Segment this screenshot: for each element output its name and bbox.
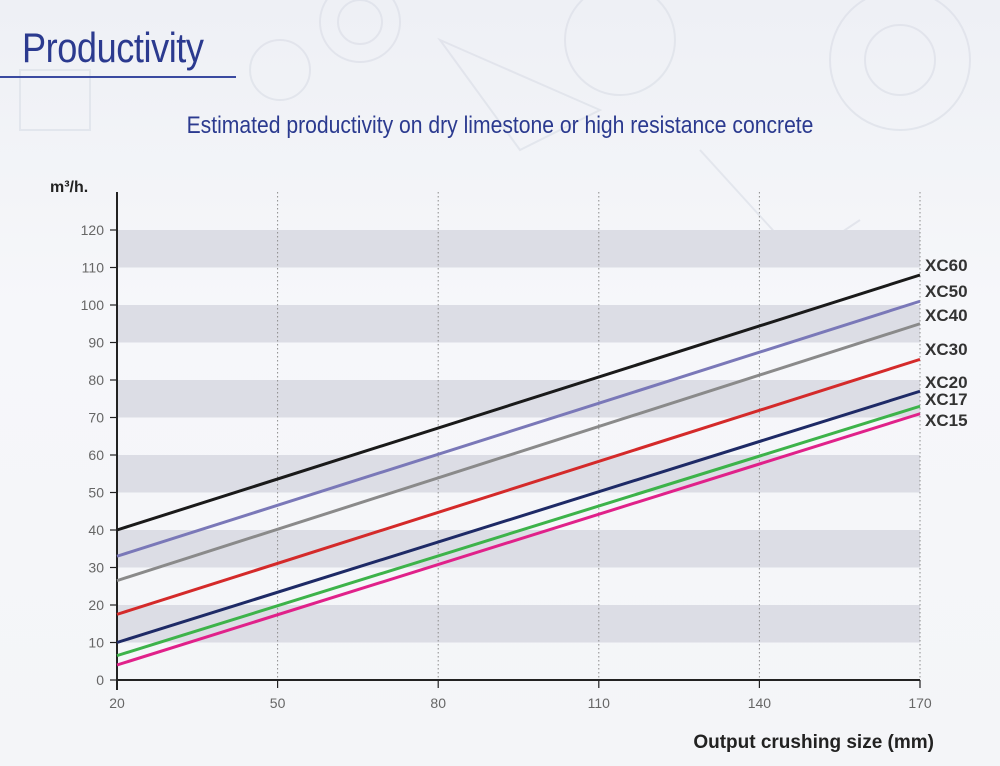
y-tick-label-120: 120 bbox=[81, 222, 105, 238]
x-tick-label-80: 80 bbox=[430, 695, 446, 711]
series-line-xc50 bbox=[116, 299, 921, 558]
chart-vertical-grid bbox=[277, 192, 921, 680]
chart-band bbox=[117, 605, 920, 643]
x-tick-label-110: 110 bbox=[588, 695, 611, 711]
series-line-xc40 bbox=[116, 322, 921, 583]
title-underline bbox=[0, 76, 236, 78]
chart-bands bbox=[117, 230, 920, 643]
x-axis-label: Output crushing size (mm) bbox=[693, 732, 934, 753]
y-tick-label-90: 90 bbox=[88, 335, 104, 351]
x-tick-label-20: 20 bbox=[109, 695, 125, 711]
x-tick-label-140: 140 bbox=[748, 695, 772, 711]
series-label-xc30: XC30 bbox=[925, 340, 968, 359]
y-tick-label-30: 30 bbox=[88, 560, 104, 576]
series-line-xc30 bbox=[116, 357, 921, 616]
chart-axes bbox=[116, 192, 920, 690]
series-line-xc15 bbox=[116, 412, 921, 667]
x-tick-label-50: 50 bbox=[270, 695, 286, 711]
y-axis-label: m³/h. bbox=[50, 179, 88, 196]
series-line-xc17 bbox=[116, 404, 921, 658]
series-label-xc20: XC20 bbox=[925, 373, 968, 392]
chart-x-ticks: 20 50 80 110 140 170 bbox=[109, 680, 932, 711]
series-line-xc20 bbox=[116, 389, 921, 644]
page-title: Productivity bbox=[22, 24, 204, 71]
y-tick-label-110: 110 bbox=[82, 260, 105, 276]
y-tick-label-60: 60 bbox=[88, 447, 104, 463]
series-label-xc17: XC17 bbox=[925, 390, 968, 409]
y-tick-label-50: 50 bbox=[88, 485, 104, 501]
series-label-xc15: XC15 bbox=[925, 411, 968, 430]
series-label-xc40: XC40 bbox=[925, 306, 968, 325]
y-tick-label-20: 20 bbox=[88, 597, 104, 613]
y-tick-label-70: 70 bbox=[88, 410, 104, 426]
chart-band bbox=[117, 530, 920, 568]
y-tick-label-10: 10 bbox=[88, 635, 104, 651]
chart-band bbox=[117, 380, 920, 418]
chart-series-lines bbox=[116, 273, 921, 667]
y-tick-label-80: 80 bbox=[88, 372, 104, 388]
x-tick-label-170: 170 bbox=[908, 695, 932, 711]
y-tick-label-0: 0 bbox=[96, 672, 104, 688]
series-label-xc50: XC50 bbox=[925, 282, 968, 301]
y-tick-label-40: 40 bbox=[88, 522, 104, 538]
chart-subtitle: Estimated productivity on dry limestone … bbox=[186, 112, 814, 139]
series-label-xc60: XC60 bbox=[925, 256, 968, 275]
y-tick-label-100: 100 bbox=[81, 297, 105, 313]
chart-band bbox=[117, 305, 920, 343]
chart-band bbox=[117, 230, 920, 268]
chart-y-ticks: 0 10 20 30 40 50 60 70 80 90 100 110 120 bbox=[81, 222, 117, 688]
series-line-xc60 bbox=[116, 273, 921, 532]
